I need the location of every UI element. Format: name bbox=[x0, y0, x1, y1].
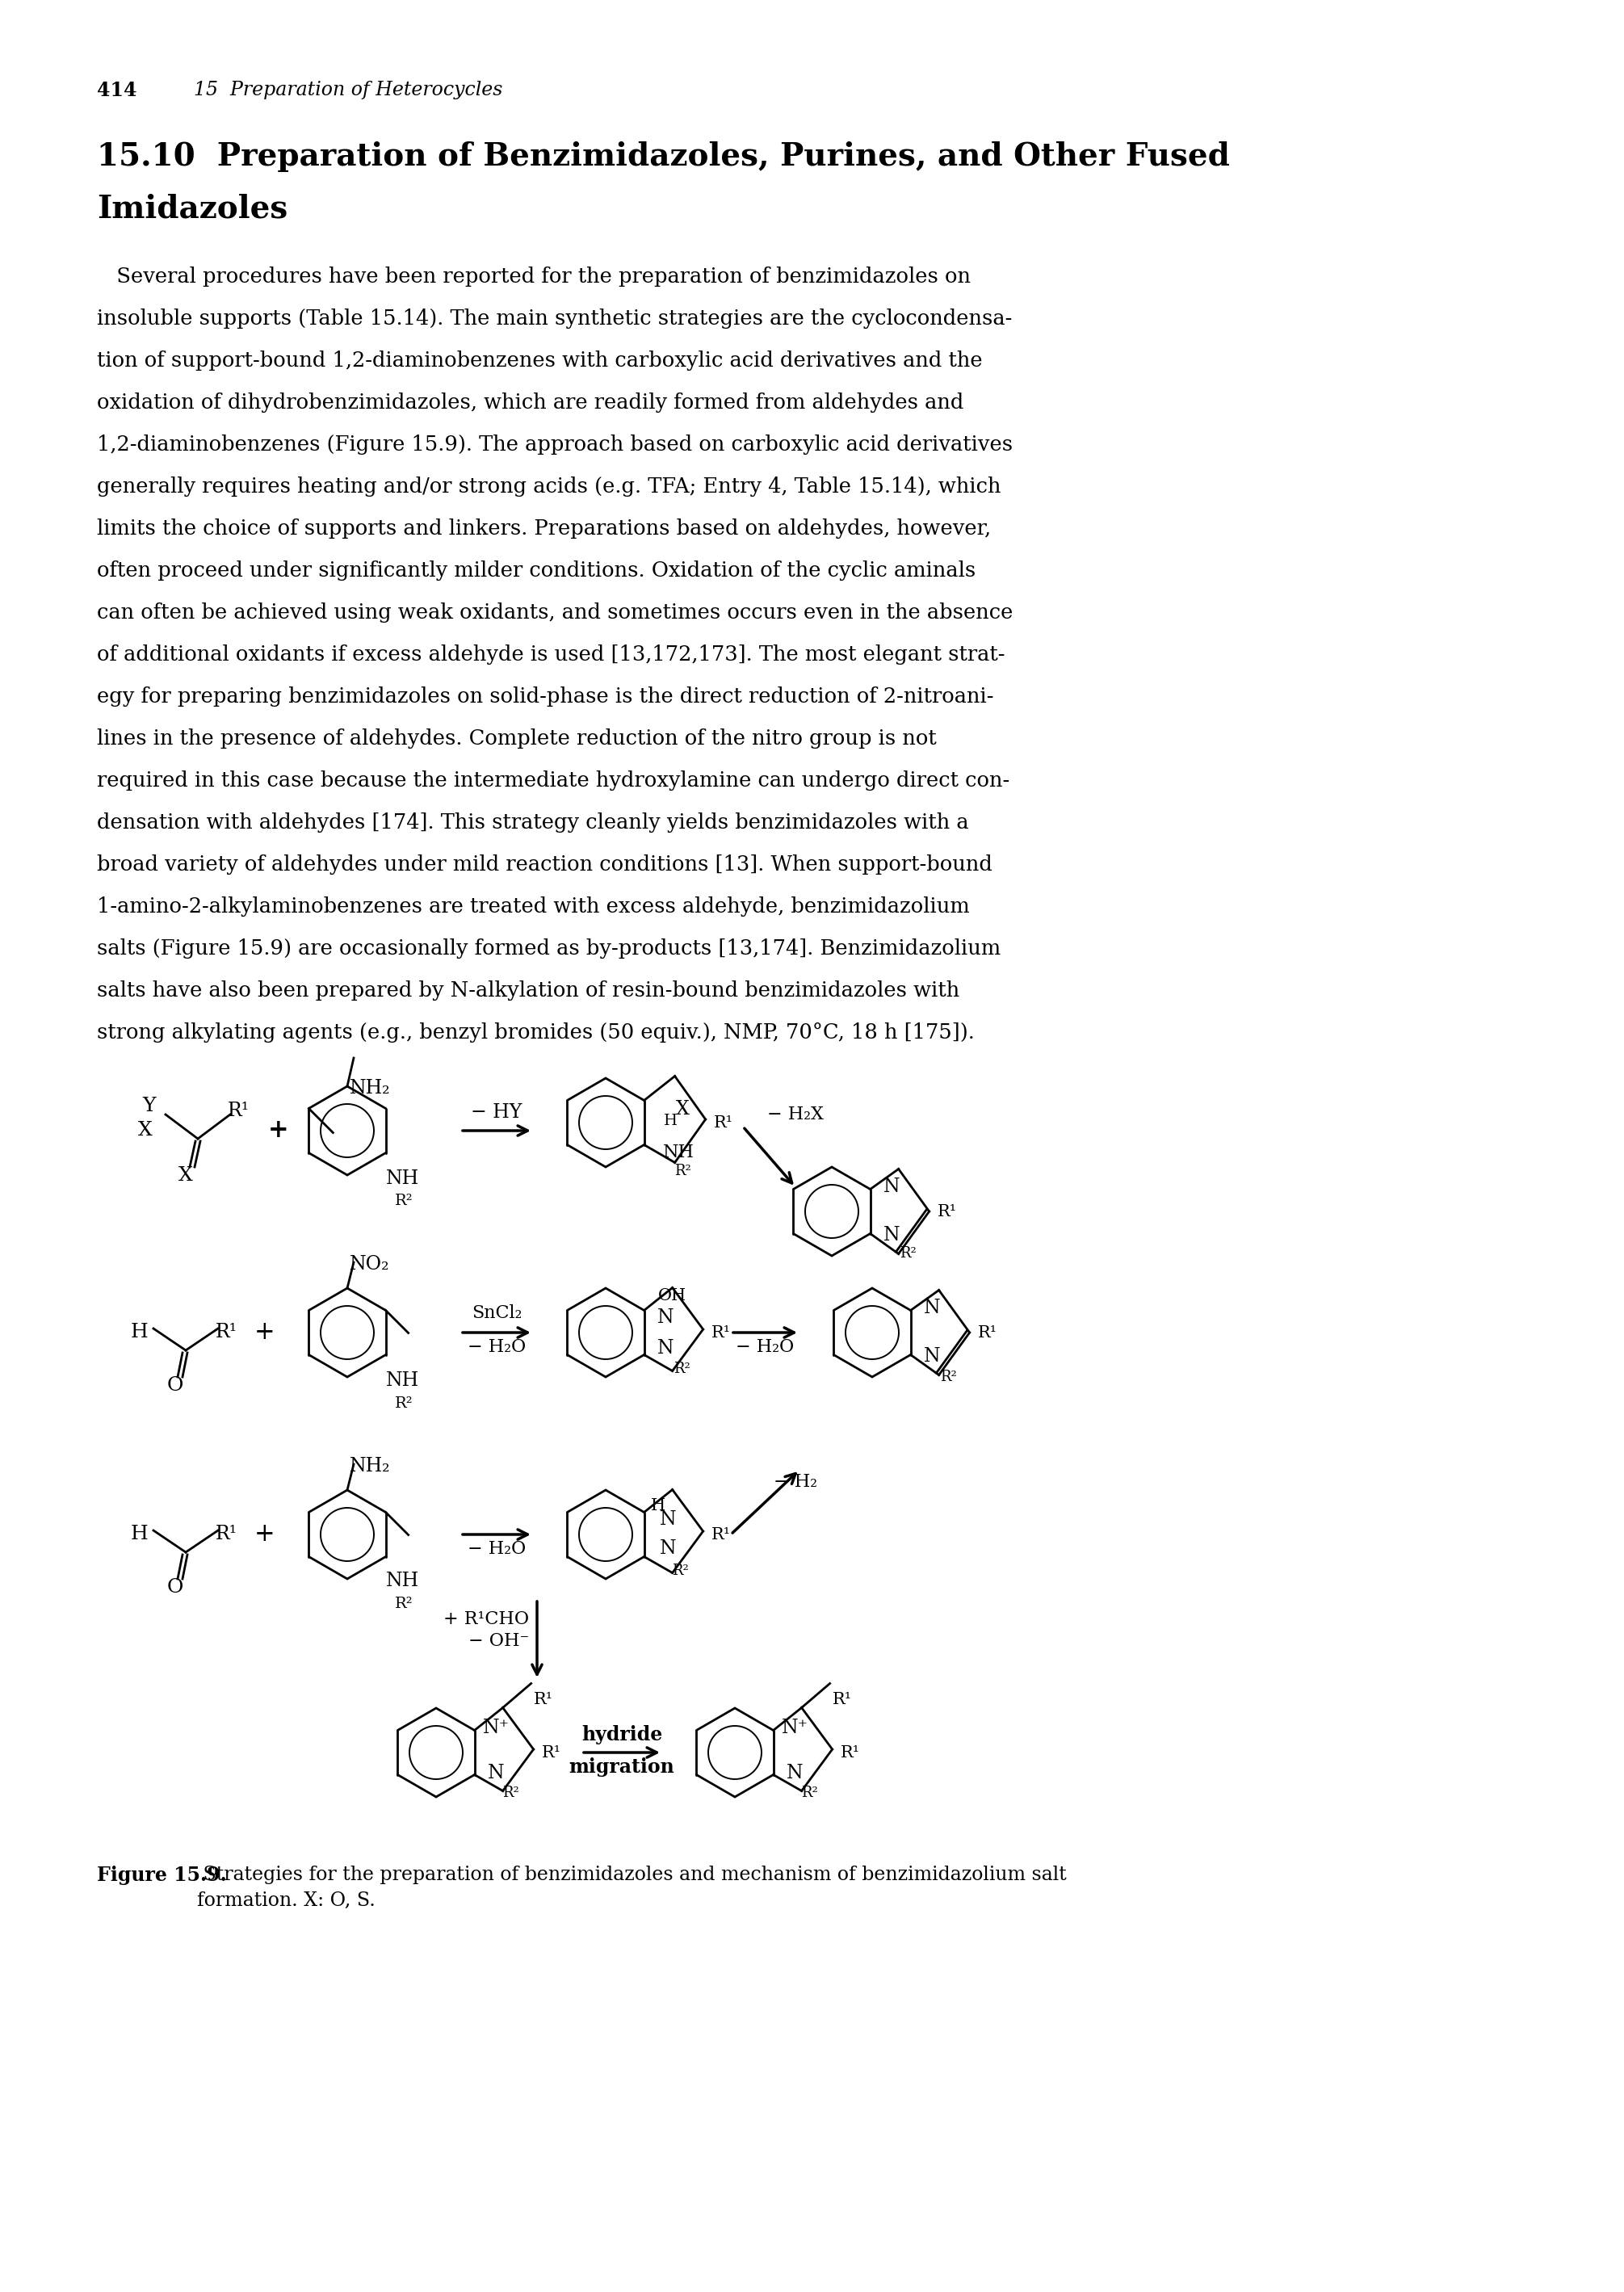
Text: oxidation of dihydrobenzimidazoles, which are readily formed from aldehydes and: oxidation of dihydrobenzimidazoles, whic… bbox=[97, 392, 963, 413]
Text: R¹: R¹ bbox=[214, 1322, 237, 1341]
Text: lines in the presence of aldehydes. Complete reduction of the nitro group is not: lines in the presence of aldehydes. Comp… bbox=[97, 729, 937, 749]
Text: − H₂O: − H₂O bbox=[736, 1339, 794, 1357]
Text: N: N bbox=[659, 1540, 677, 1559]
Text: H: H bbox=[132, 1524, 148, 1545]
Text: required in this case because the intermediate hydroxylamine can undergo direct : required in this case because the interm… bbox=[97, 770, 1010, 791]
Text: R¹: R¹ bbox=[214, 1524, 237, 1545]
Text: − OH⁻: − OH⁻ bbox=[468, 1632, 529, 1650]
Text: 414: 414 bbox=[97, 80, 136, 101]
Text: strong alkylating agents (e.g., benzyl bromides (50 equiv.), NMP, 70°C, 18 h [17: strong alkylating agents (e.g., benzyl b… bbox=[97, 1022, 974, 1043]
Text: − H₂O: − H₂O bbox=[468, 1540, 526, 1559]
Text: H: H bbox=[651, 1499, 666, 1515]
Text: hydride: hydride bbox=[581, 1726, 663, 1744]
Text: OH: OH bbox=[658, 1288, 687, 1304]
Text: − HY: − HY bbox=[471, 1105, 523, 1123]
Text: R¹: R¹ bbox=[840, 1744, 859, 1760]
Text: NH₂: NH₂ bbox=[349, 1080, 390, 1098]
Text: N: N bbox=[883, 1178, 900, 1196]
Text: X: X bbox=[138, 1121, 153, 1139]
Text: X: X bbox=[676, 1100, 690, 1118]
Text: 1-amino-2-alkylaminobenzenes are treated with excess aldehyde, benzimidazolium: 1-amino-2-alkylaminobenzenes are treated… bbox=[97, 896, 970, 917]
Text: R²: R² bbox=[900, 1247, 916, 1261]
Text: R¹: R¹ bbox=[711, 1325, 731, 1341]
Text: − H₂X: − H₂X bbox=[767, 1105, 823, 1123]
Text: − H₂: − H₂ bbox=[773, 1474, 817, 1490]
Text: broad variety of aldehydes under mild reaction conditions [13]. When support-bou: broad variety of aldehydes under mild re… bbox=[97, 855, 992, 876]
Text: often proceed under significantly milder conditions. Oxidation of the cyclic ami: often proceed under significantly milder… bbox=[97, 562, 976, 580]
Text: limits the choice of supports and linkers. Preparations based on aldehydes, howe: limits the choice of supports and linker… bbox=[97, 518, 991, 539]
Text: R¹: R¹ bbox=[713, 1114, 732, 1130]
Text: R²: R² bbox=[395, 1194, 412, 1208]
Text: X: X bbox=[179, 1167, 193, 1185]
Text: +: + bbox=[255, 1320, 274, 1345]
Text: N: N bbox=[489, 1763, 505, 1781]
Text: R²: R² bbox=[395, 1396, 412, 1412]
Text: N: N bbox=[786, 1763, 804, 1781]
Text: SnCl₂: SnCl₂ bbox=[471, 1304, 521, 1322]
Text: Figure 15.9.: Figure 15.9. bbox=[97, 1866, 227, 1884]
Text: 1,2-diaminobenzenes (Figure 15.9). The approach based on carboxylic acid derivat: 1,2-diaminobenzenes (Figure 15.9). The a… bbox=[97, 435, 1013, 454]
Text: R¹: R¹ bbox=[711, 1526, 731, 1543]
Text: R²: R² bbox=[502, 1785, 520, 1799]
Text: R²: R² bbox=[672, 1563, 689, 1579]
Text: N⁺: N⁺ bbox=[482, 1719, 510, 1737]
Text: R¹: R¹ bbox=[937, 1203, 957, 1219]
Text: R²: R² bbox=[801, 1785, 818, 1799]
Text: NH: NH bbox=[385, 1169, 419, 1187]
Text: H: H bbox=[132, 1322, 148, 1341]
Text: egy for preparing benzimidazoles on solid-phase is the direct reduction of 2-nit: egy for preparing benzimidazoles on soli… bbox=[97, 688, 994, 706]
Text: salts (Figure 15.9) are occasionally formed as by-products [13,174]. Benzimidazo: salts (Figure 15.9) are occasionally for… bbox=[97, 937, 1000, 958]
Text: N: N bbox=[658, 1309, 674, 1327]
Text: Strategies for the preparation of benzimidazoles and mechanism of benzimidazoliu: Strategies for the preparation of benzim… bbox=[197, 1866, 1067, 1909]
Text: − H₂O: − H₂O bbox=[468, 1339, 526, 1357]
Text: +: + bbox=[268, 1118, 289, 1144]
Text: NH: NH bbox=[663, 1144, 695, 1162]
Text: salts have also been prepared by N-alkylation of resin-bound benzimidazoles with: salts have also been prepared by N-alkyl… bbox=[97, 981, 960, 1002]
Text: H: H bbox=[664, 1114, 677, 1128]
Text: N: N bbox=[883, 1226, 900, 1245]
Text: N⁺: N⁺ bbox=[781, 1719, 809, 1737]
Text: R²: R² bbox=[395, 1598, 412, 1611]
Text: R¹: R¹ bbox=[978, 1325, 997, 1341]
Text: R²: R² bbox=[940, 1371, 957, 1384]
Text: R¹: R¹ bbox=[831, 1691, 851, 1708]
Text: O: O bbox=[167, 1375, 184, 1394]
Text: can often be achieved using weak oxidants, and sometimes occurs even in the abse: can often be achieved using weak oxidant… bbox=[97, 603, 1013, 623]
Text: Imidazoles: Imidazoles bbox=[97, 195, 287, 225]
Text: N: N bbox=[924, 1300, 940, 1318]
Text: densation with aldehydes [174]. This strategy cleanly yields benzimidazoles with: densation with aldehydes [174]. This str… bbox=[97, 811, 970, 832]
Text: generally requires heating and/or strong acids (e.g. TFA; Entry 4, Table 15.14),: generally requires heating and/or strong… bbox=[97, 477, 1000, 497]
Text: N: N bbox=[924, 1348, 940, 1366]
Text: NH: NH bbox=[385, 1572, 419, 1591]
Text: + R¹CHO: + R¹CHO bbox=[443, 1611, 529, 1627]
Text: NH: NH bbox=[385, 1371, 419, 1391]
Text: N: N bbox=[659, 1510, 677, 1529]
Text: NO₂: NO₂ bbox=[349, 1254, 390, 1272]
Text: 15.10  Preparation of Benzimidazoles, Purines, and Other Fused: 15.10 Preparation of Benzimidazoles, Pur… bbox=[97, 142, 1229, 172]
Text: Several procedures have been reported for the preparation of benzimidazoles on: Several procedures have been reported fo… bbox=[97, 266, 971, 286]
Text: +: + bbox=[255, 1522, 274, 1547]
Text: migration: migration bbox=[568, 1758, 674, 1776]
Text: R¹: R¹ bbox=[541, 1744, 560, 1760]
Text: O: O bbox=[167, 1577, 184, 1595]
Text: insoluble supports (Table 15.14). The main synthetic strategies are the cyclocon: insoluble supports (Table 15.14). The ma… bbox=[97, 309, 1012, 328]
Text: R¹: R¹ bbox=[534, 1691, 552, 1708]
Text: R²: R² bbox=[674, 1361, 690, 1375]
Text: 15  Preparation of Heterocycles: 15 Preparation of Heterocycles bbox=[193, 80, 502, 99]
Text: Y: Y bbox=[143, 1098, 156, 1116]
Text: N: N bbox=[658, 1339, 674, 1357]
Text: R¹: R¹ bbox=[227, 1100, 248, 1121]
Text: of additional oxidants if excess aldehyde is used [13,172,173]. The most elegant: of additional oxidants if excess aldehyd… bbox=[97, 644, 1005, 665]
Text: tion of support-bound 1,2-diaminobenzenes with carboxylic acid derivatives and t: tion of support-bound 1,2-diaminobenzene… bbox=[97, 351, 983, 371]
Text: NH₂: NH₂ bbox=[349, 1455, 390, 1476]
Text: R²: R² bbox=[674, 1164, 692, 1178]
